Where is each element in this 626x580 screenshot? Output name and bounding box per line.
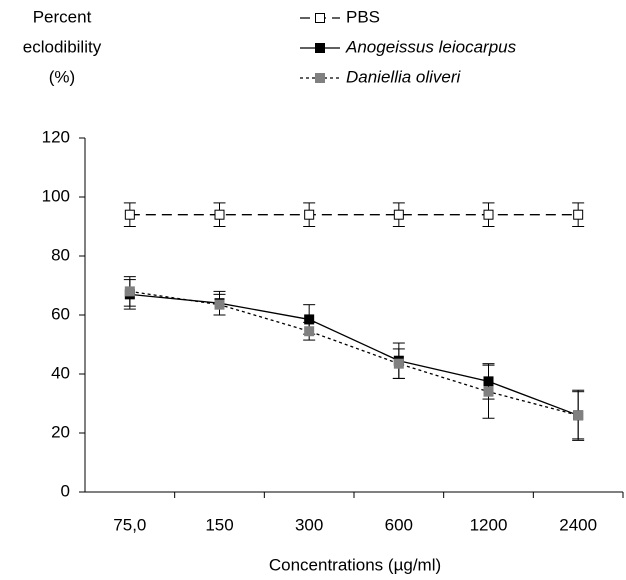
- x-tick-label: 300: [295, 515, 323, 534]
- marker: [304, 209, 315, 220]
- series-line: [129, 290, 579, 416]
- y-axis-label: eclodibility: [23, 37, 102, 56]
- legend-marker: [315, 13, 325, 23]
- legend-marker: [315, 73, 325, 83]
- x-tick-label: 1200: [470, 515, 508, 534]
- y-tick-label: 40: [51, 363, 70, 382]
- marker: [573, 410, 584, 421]
- legend-label: PBS: [346, 7, 380, 26]
- legend-label: Daniellia oliveri: [346, 67, 462, 86]
- legend-label: Anogeissus leiocarpus: [345, 37, 517, 56]
- x-tick-label: 2400: [559, 515, 597, 534]
- x-tick-label: 75,0: [113, 515, 146, 534]
- marker: [124, 209, 135, 220]
- y-tick-label: 20: [51, 422, 70, 441]
- marker: [393, 358, 404, 369]
- legend-marker: [315, 43, 325, 53]
- y-tick-label: 120: [42, 127, 70, 146]
- y-axis-label: Percent: [33, 7, 92, 26]
- marker: [214, 209, 225, 220]
- y-tick-label: 80: [51, 245, 70, 264]
- marker: [124, 286, 135, 297]
- y-tick-label: 60: [51, 304, 70, 323]
- y-axis-label: (%): [49, 67, 75, 86]
- marker: [573, 209, 584, 220]
- y-tick-label: 100: [42, 186, 70, 205]
- series-line: [129, 293, 579, 416]
- x-tick-label: 600: [385, 515, 413, 534]
- x-axis-label: Concentrations (µg/ml): [269, 555, 441, 574]
- marker: [483, 386, 494, 397]
- marker: [393, 209, 404, 220]
- marker: [304, 326, 315, 337]
- marker: [483, 209, 494, 220]
- marker: [214, 299, 225, 310]
- y-tick-label: 0: [61, 481, 70, 500]
- x-tick-label: 150: [205, 515, 233, 534]
